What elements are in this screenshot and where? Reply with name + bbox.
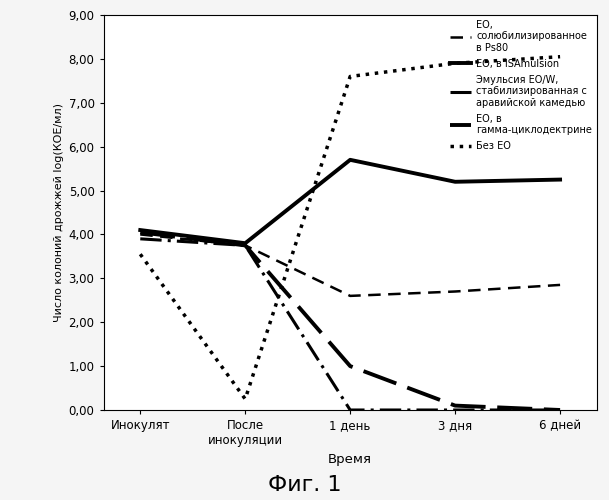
Y-axis label: Число колоний дрожжей log(КОЕ/мл): Число колоний дрожжей log(КОЕ/мл) [54, 103, 65, 322]
Legend: ЕО,
солюбилизированное
в Ps80, ЕО, в ISAmulsion, Эмульсия ЕО/W,
стабилизированна: ЕО, солюбилизированное в Ps80, ЕО, в ISA… [447, 17, 595, 154]
Text: Фиг. 1: Фиг. 1 [268, 475, 341, 495]
X-axis label: Время: Время [328, 452, 372, 466]
